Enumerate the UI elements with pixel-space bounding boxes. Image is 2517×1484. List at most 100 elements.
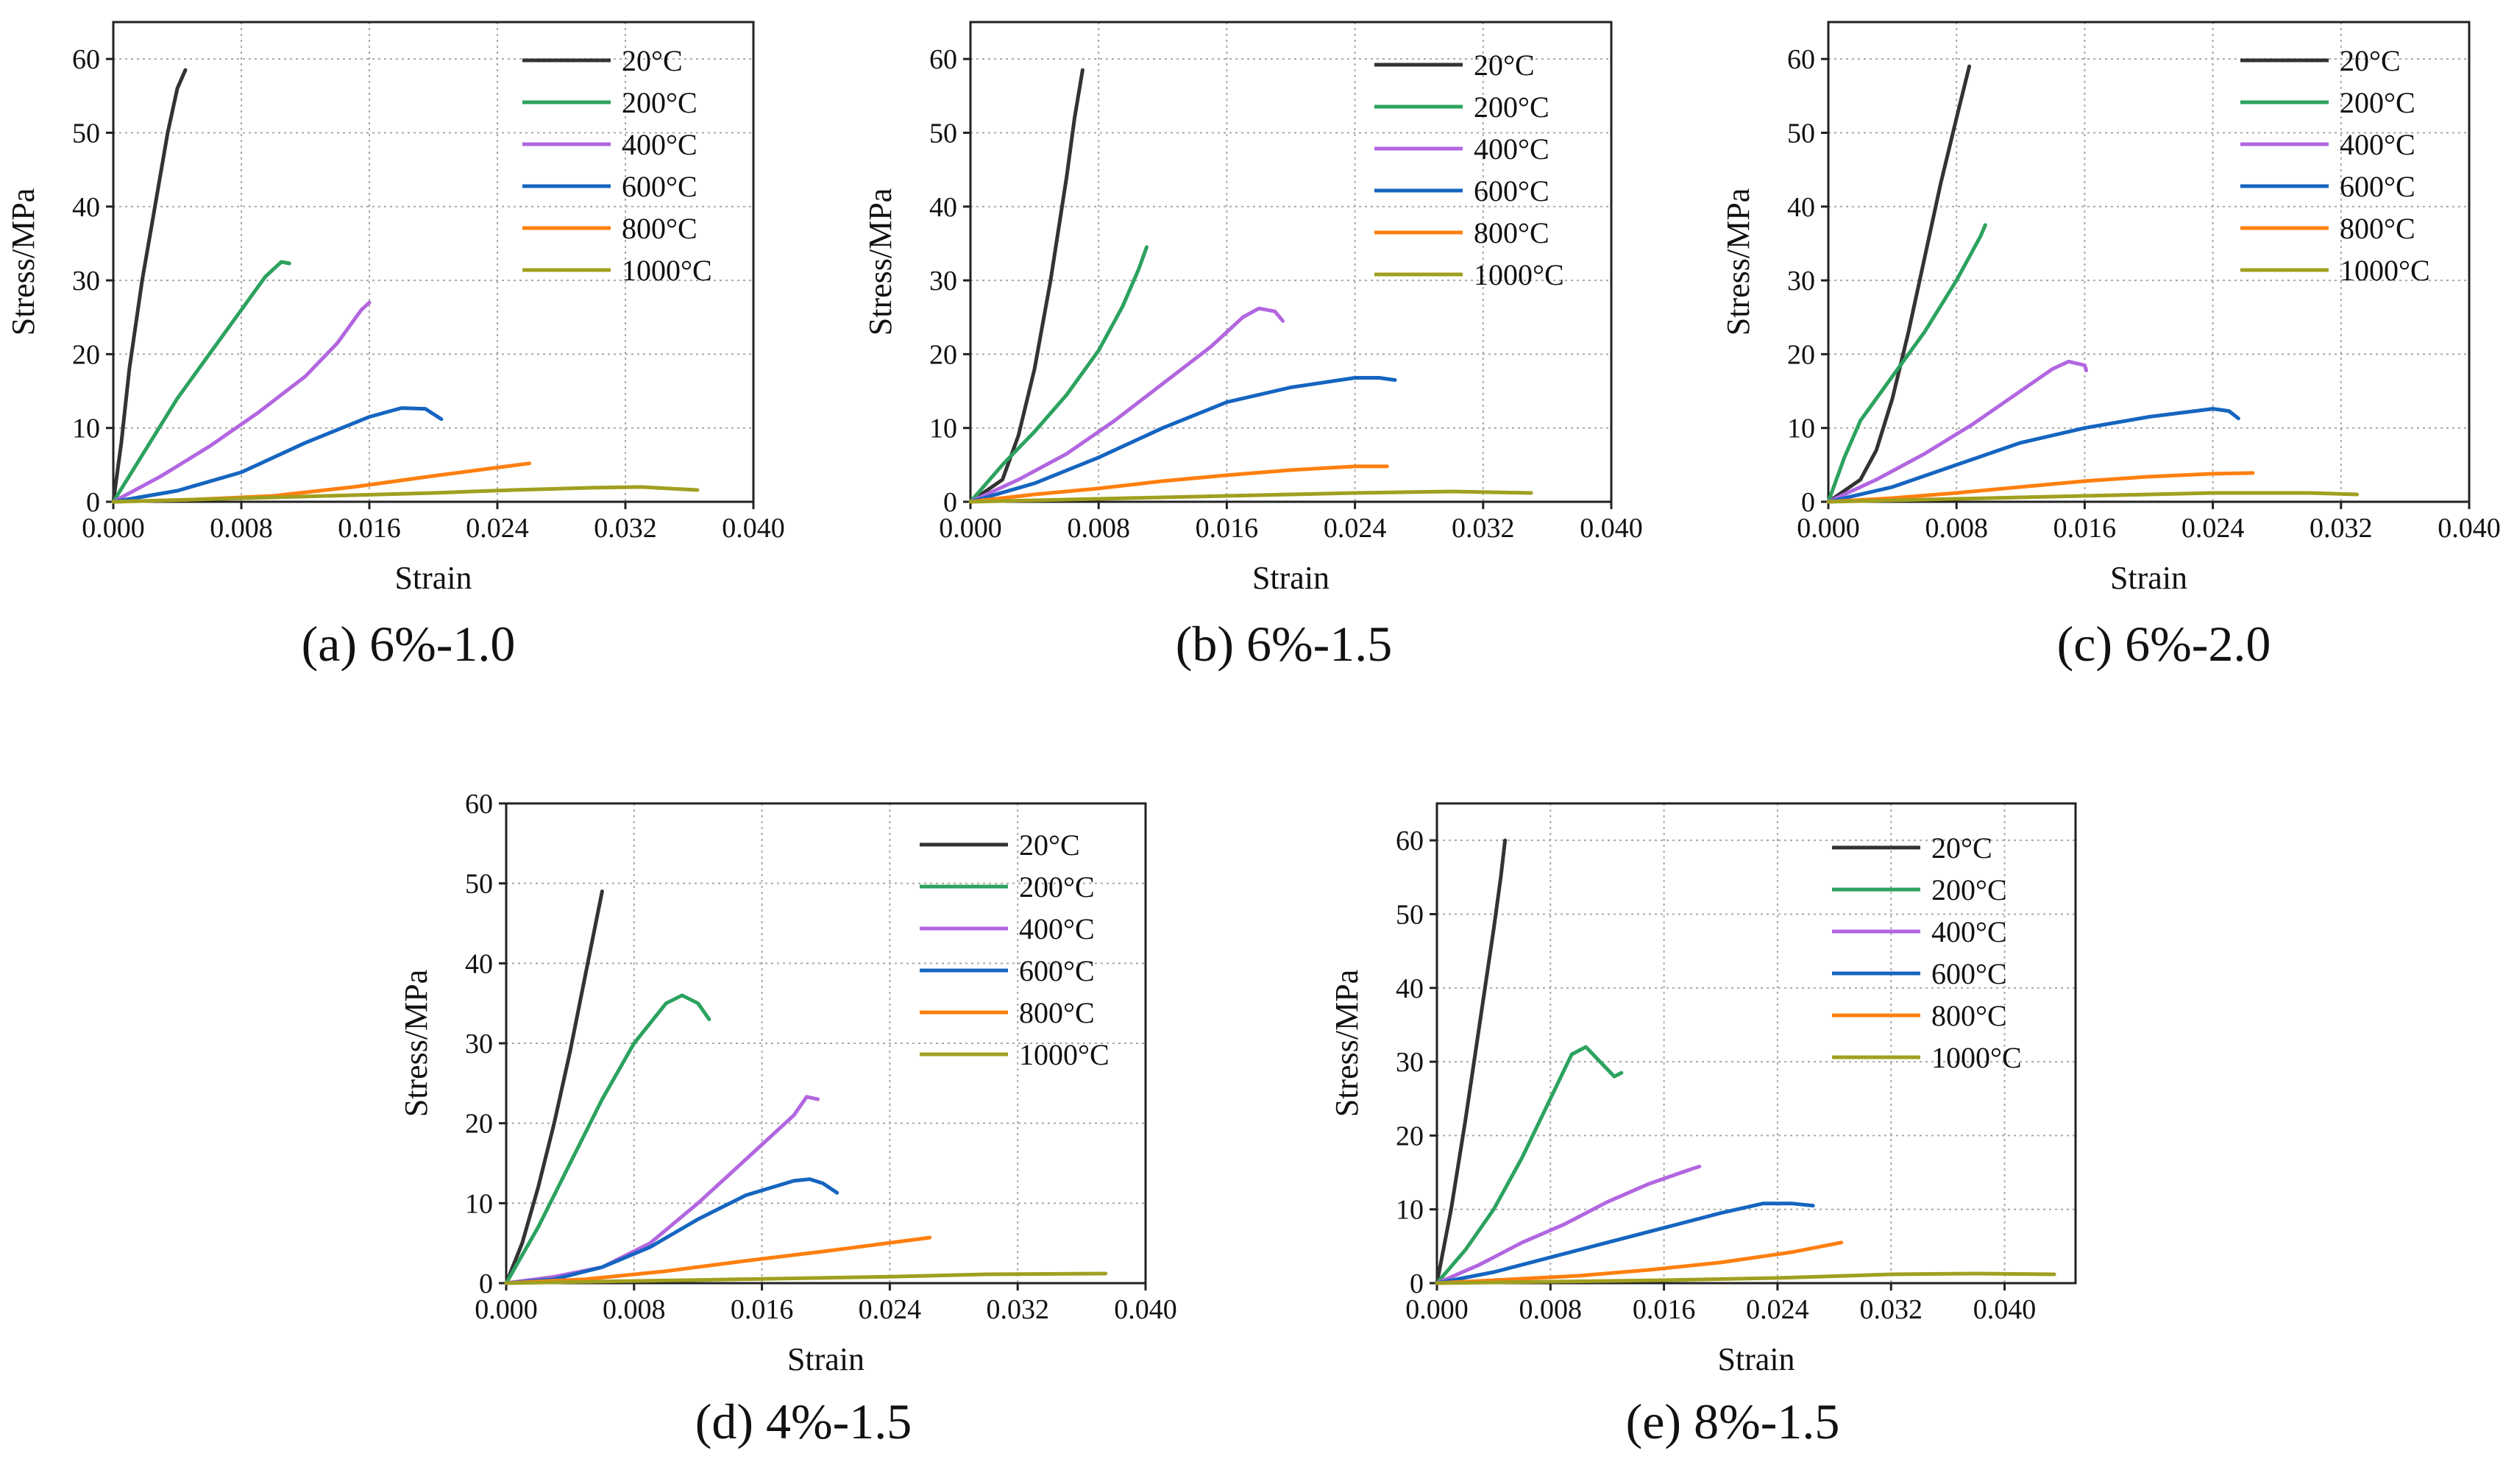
series-line-400c — [111, 300, 372, 504]
y-tick-label: 10 — [1787, 413, 1815, 444]
x-tick-label: 0.008 — [1519, 1294, 1583, 1325]
y-tick-label: 0 — [86, 487, 100, 518]
x-tick-label: 0.040 — [722, 513, 785, 544]
y-tick-label: 20 — [1787, 339, 1815, 370]
x-tick-label: 0.016 — [731, 1294, 794, 1325]
x-tick-label: 0.040 — [1973, 1294, 2037, 1325]
panel-caption: (d) 4%-1.5 — [695, 1394, 912, 1449]
legend: 20°C 200°C 400°C 600°C 800°C 1000°C — [1832, 831, 2022, 1074]
x-tick-label: 0.040 — [1114, 1294, 1177, 1325]
y-tick-label: 30 — [929, 266, 957, 297]
x-tick-label: 0.040 — [2438, 513, 2501, 544]
series-line-1000c — [111, 485, 700, 504]
legend-label: 600°C — [1931, 957, 2007, 990]
series-line-600c — [968, 376, 1397, 504]
series-line-200c — [504, 993, 711, 1285]
series-line-200c — [111, 260, 291, 504]
chart-panel-b: 0.000 0.008 0.016 0.024 0.032 0.040 0 10 20 30 40 5… — [862, 21, 1643, 672]
legend-label: 800°C — [622, 212, 697, 245]
series-line-20c — [968, 68, 1084, 504]
series-line-200c — [1826, 223, 1987, 504]
y-tick-label: 60 — [1396, 826, 1424, 856]
y-tick-label: 40 — [72, 192, 100, 223]
x-tick-label: 0.008 — [603, 1294, 666, 1325]
y-tick-label: 10 — [1396, 1195, 1424, 1226]
legend-label: 20°C — [2340, 44, 2401, 77]
plot-frame — [112, 21, 755, 503]
series-line-1000c — [504, 1271, 1108, 1285]
x-tick-label: 0.032 — [1859, 1294, 1923, 1325]
y-tick-label: 0 — [479, 1268, 493, 1299]
legend-label: 200°C — [622, 86, 697, 119]
x-axis-title: Strain — [787, 1341, 865, 1377]
x-tick-label: 0.008 — [1067, 513, 1130, 544]
x-axis-title: Strain — [1252, 560, 1329, 596]
y-axis-title: Stress/MPa — [398, 970, 434, 1117]
panel-caption: (b) 6%-1.5 — [1176, 616, 1393, 672]
y-tick-label: 0 — [1410, 1268, 1424, 1299]
series-line-1000c — [968, 489, 1533, 504]
legend-label: 600°C — [1474, 174, 1549, 207]
x-tick-label: 0.024 — [466, 513, 529, 544]
legend-label: 400°C — [2340, 128, 2415, 161]
y-tick-label: 50 — [465, 869, 493, 900]
legend-label: 400°C — [1474, 132, 1549, 166]
y-tick-label: 20 — [465, 1109, 493, 1140]
x-tick-label: 0.000 — [1797, 513, 1860, 544]
y-tick-label: 40 — [465, 948, 493, 979]
y-tick-label: 30 — [1787, 266, 1815, 297]
series-line-20c — [504, 890, 604, 1285]
legend-label: 200°C — [2340, 86, 2415, 119]
plot-frame — [1827, 21, 2471, 503]
y-axis-title: Stress/MPa — [862, 188, 898, 336]
legend-label: 1000°C — [1474, 258, 1564, 291]
x-tick-label: 0.000 — [475, 1294, 538, 1325]
legend-label: 400°C — [622, 128, 697, 161]
series-line-20c — [1435, 838, 1508, 1285]
y-tick-label: 40 — [1396, 973, 1424, 1004]
y-axis-title: Stress/MPa — [1329, 970, 1365, 1117]
legend-label: 20°C — [1474, 49, 1535, 82]
legend-label: 20°C — [1019, 828, 1080, 862]
x-tick-label: 0.024 — [859, 1294, 922, 1325]
plot-frame — [969, 21, 1613, 503]
y-tick-label: 10 — [72, 413, 100, 444]
y-tick-label: 20 — [72, 339, 100, 370]
legend-label: 200°C — [1931, 873, 2007, 906]
y-tick-label: 10 — [465, 1188, 493, 1219]
x-tick-label: 0.040 — [1580, 513, 1643, 544]
chart-panel-d: 0.000 0.008 0.016 0.024 0.032 0.040 0 10 20 30 40 5… — [398, 789, 1177, 1449]
legend-label: 1000°C — [1019, 1038, 1110, 1071]
chart-panel-a: 0.000 0.008 0.016 0.024 0.032 0.040 0 10 20 30 40 5… — [5, 21, 785, 672]
x-tick-label: 0.024 — [1746, 1294, 1809, 1325]
y-tick-label: 50 — [929, 118, 957, 149]
x-tick-label: 0.016 — [338, 513, 401, 544]
series-line-800c — [1826, 471, 2255, 504]
x-tick-label: 0.008 — [1925, 513, 1988, 544]
series-line-600c — [111, 406, 444, 504]
y-tick-label: 50 — [1396, 899, 1424, 930]
plot-frame — [1435, 802, 2077, 1285]
x-tick-label: 0.024 — [2181, 513, 2245, 544]
y-tick-label: 40 — [929, 192, 957, 223]
series-line-200c — [1435, 1045, 1624, 1285]
y-tick-label: 60 — [929, 44, 957, 75]
legend-label: 400°C — [1931, 915, 2007, 948]
series-line-400c — [1435, 1165, 1702, 1285]
y-axis-title: Stress/MPa — [1720, 188, 1756, 336]
legend-label: 600°C — [1019, 954, 1095, 987]
legend-label: 600°C — [622, 170, 697, 203]
legend: 20°C 200°C 400°C 600°C 800°C 1000°C — [2240, 44, 2430, 287]
y-tick-label: 40 — [1787, 192, 1815, 223]
y-tick-label: 20 — [929, 339, 957, 370]
y-tick-label: 0 — [1801, 487, 1815, 518]
x-axis-title: Strain — [2110, 560, 2187, 596]
y-tick-label: 20 — [1396, 1121, 1424, 1151]
x-tick-label: 0.024 — [1324, 513, 1387, 544]
y-tick-label: 60 — [1787, 44, 1815, 75]
legend-label: 200°C — [1474, 90, 1549, 124]
series-line-800c — [504, 1235, 932, 1285]
series-line-200c — [968, 245, 1149, 504]
